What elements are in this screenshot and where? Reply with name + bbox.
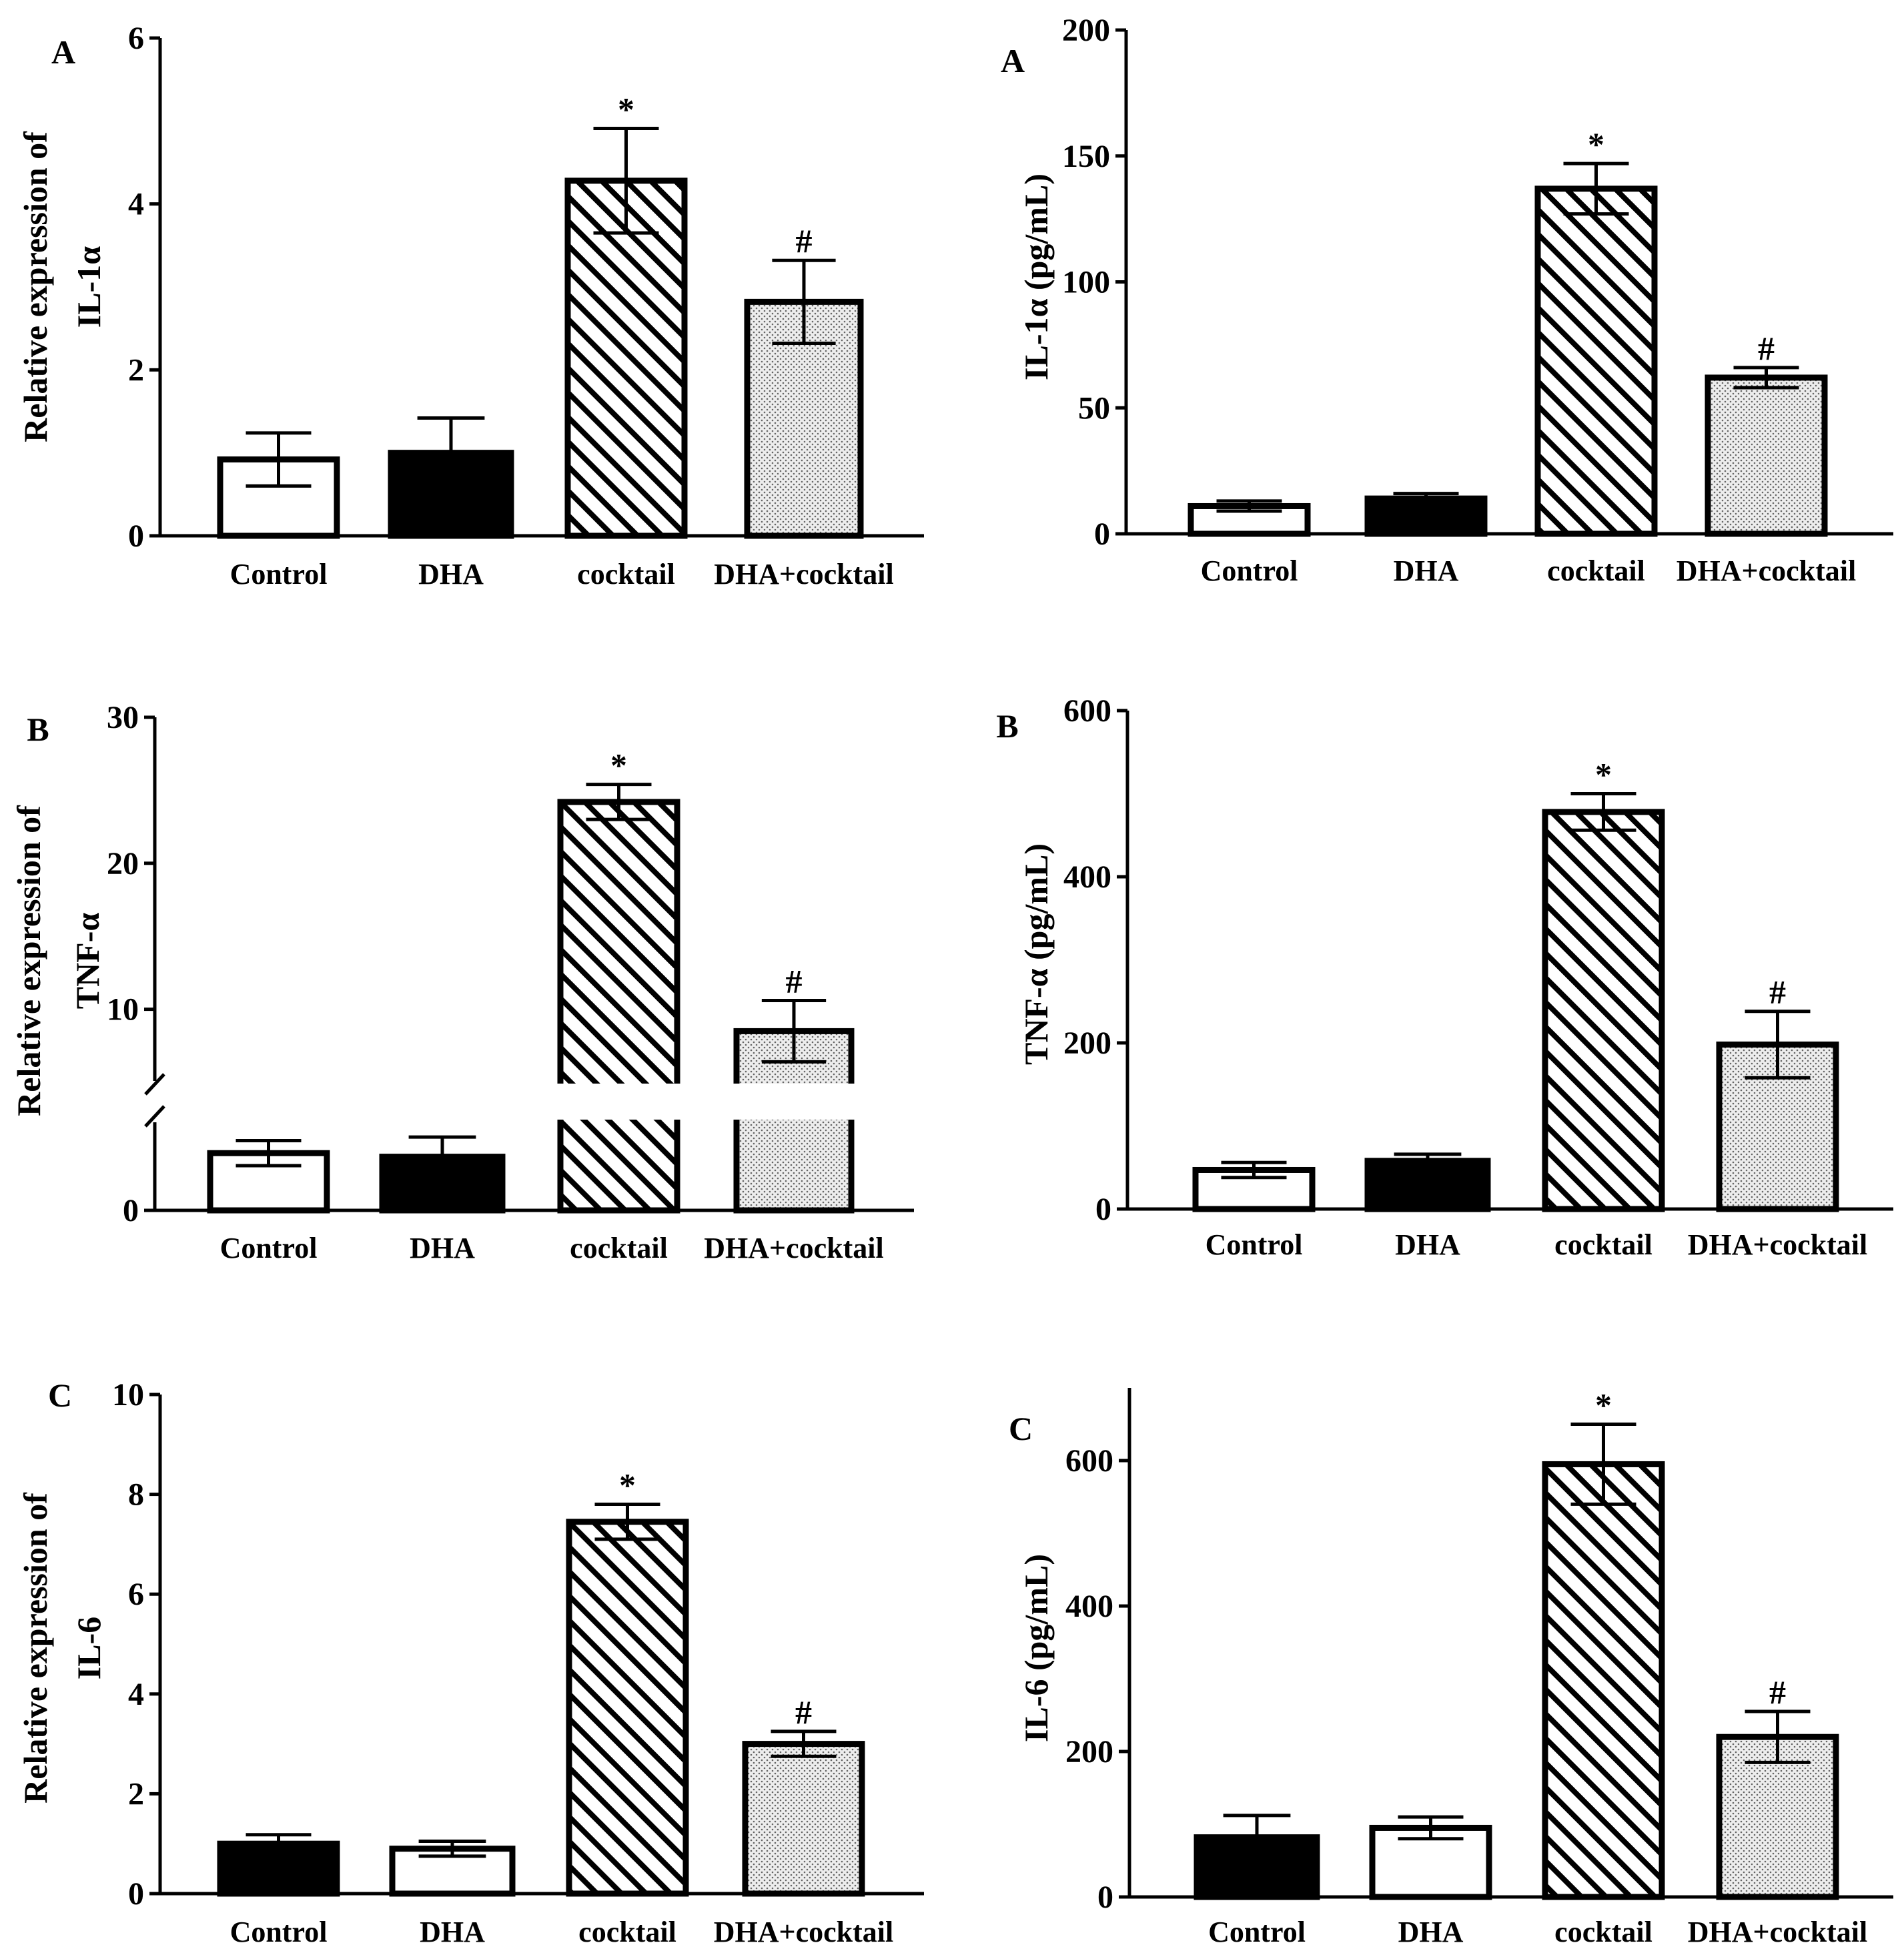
y-tick-label: 600 — [1063, 693, 1111, 729]
x-category-label: DHA — [410, 1232, 475, 1264]
bar-dha-cocktail — [1705, 374, 1828, 537]
y-axis-label: IL-6 (pg/mL) — [1017, 1554, 1055, 1742]
bar-dha — [1364, 1158, 1491, 1212]
significance-mark: * — [1588, 125, 1604, 163]
x-category-label: DHA+cocktail — [714, 558, 893, 591]
panel-letter: B — [27, 711, 49, 748]
panel-letter: A — [1001, 42, 1025, 79]
x-category-label: DHA+cocktail — [704, 1232, 883, 1264]
bar-cocktail — [1542, 1461, 1665, 1900]
y-axis-label: IL-1α (pg/mL) — [1017, 173, 1055, 380]
chart-panel: 0 50 100 150 200 Control DHA * cocktail # DHA+cock… — [1001, 13, 1893, 587]
significance-mark: * — [610, 747, 627, 784]
panel-letter: A — [51, 33, 75, 71]
y-tick-label: 50 — [1078, 390, 1110, 426]
x-category-label: Control — [230, 1916, 328, 1948]
axis-break-gap — [731, 1084, 857, 1120]
y-tick-label: 200 — [1062, 13, 1110, 48]
significance-mark: # — [1769, 1673, 1786, 1711]
y-tick-label: 30 — [107, 700, 139, 735]
y-tick-label: 8 — [128, 1477, 144, 1513]
y-tick-label: 0 — [1095, 1192, 1111, 1227]
significance-mark: * — [619, 1467, 636, 1504]
x-category-label: DHA — [1394, 554, 1459, 587]
x-category-label: DHA+cocktail — [1688, 1916, 1867, 1948]
panel-letter: C — [48, 1377, 72, 1414]
y-tick-label: 10 — [112, 1377, 144, 1413]
y-tick-label: 2 — [128, 1776, 144, 1812]
x-category-label: cocktail — [1554, 1228, 1652, 1261]
y-tick-label: 10 — [107, 992, 139, 1028]
x-category-label: cocktail — [1547, 554, 1645, 587]
axis-break-mark — [144, 1073, 165, 1096]
y-axis-label: Relative expression of — [10, 805, 47, 1116]
y-tick-label: 0 — [128, 1876, 144, 1912]
significance-mark: * — [1595, 756, 1612, 793]
bar-cocktail — [1534, 185, 1658, 537]
x-category-label: DHA+cocktail — [1688, 1228, 1867, 1261]
chart-panel: 0 200 400 600 Control DHA * cocktail # DHA+cockta… — [996, 693, 1893, 1261]
x-category-label: cocktail — [1554, 1916, 1652, 1948]
y-axis-label-line2: TNF-α — [69, 913, 106, 1010]
chart-panel: 0 2 4 6 Control DHA * cocktail # DHA+cocktail A Rel… — [17, 21, 924, 591]
significance-mark: # — [796, 222, 813, 260]
bar-cocktail — [566, 1519, 689, 1897]
x-category-label: cocktail — [570, 1232, 668, 1264]
x-category-label: DHA — [1395, 1228, 1460, 1261]
bar-dha-cocktail — [742, 1741, 865, 1897]
chart-panel: 0 200 400 600 Control DHA * cocktail # DHA+cockta… — [1009, 1387, 1893, 1948]
x-category-label: Control — [1201, 554, 1298, 587]
x-category-label: Control — [220, 1232, 318, 1264]
y-tick-label: 400 — [1063, 859, 1111, 895]
y-tick-label: 150 — [1062, 139, 1110, 174]
significance-mark: * — [618, 91, 634, 128]
y-tick-label: 4 — [128, 1677, 144, 1712]
panel-letter: B — [996, 707, 1018, 745]
y-axis-label: Relative expression of — [17, 1492, 54, 1804]
bar-cocktail — [557, 799, 680, 1214]
y-tick-label: 2 — [128, 352, 144, 388]
x-category-label: cocktail — [578, 1916, 676, 1948]
x-category-label: DHA — [420, 1916, 485, 1948]
y-tick-label: 6 — [128, 21, 144, 56]
x-category-label: DHA+cocktail — [714, 1916, 893, 1948]
x-category-label: DHA+cocktail — [1677, 554, 1856, 587]
y-tick-label: 200 — [1063, 1026, 1111, 1061]
chart-panel: 0 10 20 30 Control DHA * cocktail # DHA+cocktail B… — [10, 700, 914, 1264]
x-category-label: cocktail — [577, 558, 675, 591]
y-tick-label: 0 — [128, 518, 144, 554]
y-axis-label-line2: IL-1α — [70, 246, 107, 328]
y-tick-label: 0 — [1094, 516, 1110, 552]
significance-mark: # — [786, 962, 803, 1000]
bar-cocktail — [1542, 809, 1665, 1212]
chart-panel: 0 2 4 6 8 10 Control DHA * cocktail # DHA+cocktail C… — [17, 1377, 924, 1948]
axis-break-mark — [144, 1105, 165, 1128]
significance-mark: # — [1758, 330, 1775, 367]
y-tick-label: 4 — [128, 187, 144, 222]
y-axis-label: Relative expression of — [17, 131, 54, 442]
y-tick-label: 100 — [1062, 265, 1110, 300]
y-tick-label: 400 — [1065, 1589, 1113, 1624]
y-tick-label: 6 — [128, 1577, 144, 1612]
axis-break-gap — [555, 1084, 682, 1120]
x-category-label: Control — [230, 558, 328, 591]
x-category-label: Control — [1206, 1228, 1303, 1261]
y-tick-label: 0 — [1097, 1880, 1113, 1915]
x-category-label: DHA — [418, 558, 484, 591]
panel-letter: C — [1009, 1410, 1033, 1447]
significance-mark: # — [1769, 973, 1786, 1011]
x-category-label: DHA — [1398, 1916, 1464, 1948]
y-tick-label: 0 — [123, 1193, 139, 1228]
y-tick-label: 600 — [1065, 1443, 1113, 1479]
significance-mark: # — [795, 1693, 812, 1731]
y-tick-label: 200 — [1065, 1734, 1113, 1770]
y-axis-label: TNF-α (pg/mL) — [1017, 843, 1055, 1065]
y-axis-label-line2: IL-6 — [70, 1617, 107, 1679]
y-tick-label: 20 — [107, 846, 139, 881]
significance-mark: * — [1595, 1387, 1612, 1424]
x-category-label: Control — [1208, 1916, 1306, 1948]
